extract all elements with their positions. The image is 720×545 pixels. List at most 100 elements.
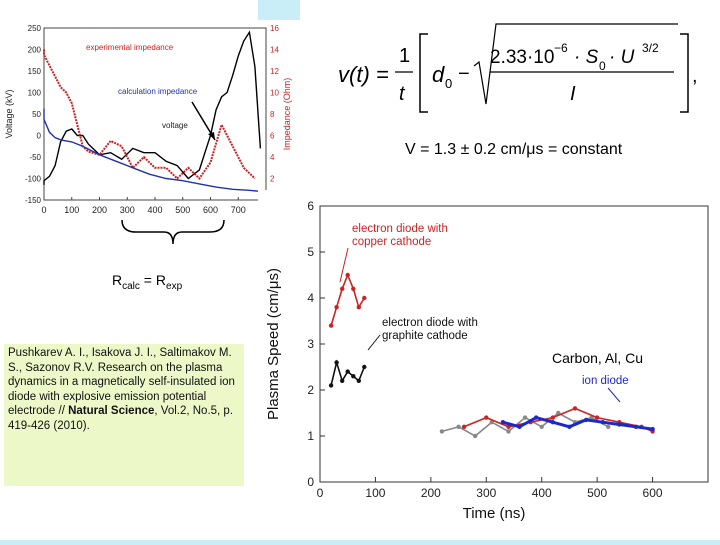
arrow-head (208, 132, 215, 140)
data-point (351, 286, 356, 291)
series-line (502, 415, 653, 431)
series-ion-diode-blue- (500, 415, 655, 432)
data-point (539, 424, 544, 429)
y2-tick-label: 10 (270, 89, 279, 98)
annotation-pointer (607, 387, 621, 403)
materials-label: Carbon, Al, Cu (552, 350, 644, 366)
data-point (334, 360, 339, 365)
chart-annotation: calculation impedance (118, 87, 198, 96)
y-tick-label: 6 (307, 199, 314, 213)
x-tick-label: 400 (532, 486, 552, 500)
x-tick-label: 100 (365, 486, 385, 500)
y-tick-label: 3 (307, 337, 314, 351)
y-tick-label: 2 (307, 383, 314, 397)
curly-brace (121, 219, 225, 245)
chart-annotation-line1: electron diode with (382, 317, 478, 329)
data-point (345, 369, 350, 374)
series-electron-diode-with-graphite-cathode (328, 359, 367, 388)
reference-text: Pushkarev A. I., Isakova J. I., Saltimak… (8, 347, 235, 418)
reference-journal: Natural Science (68, 405, 155, 418)
formula-one: 1 (399, 45, 410, 67)
y-tick-label: 1 (307, 429, 314, 443)
annotation-pointer (339, 247, 349, 283)
data-point (633, 424, 639, 429)
data-point (340, 378, 345, 383)
data-point (594, 415, 600, 420)
y-tick-label: -50 (29, 153, 41, 162)
chart-annotation: ion diode (582, 375, 629, 387)
x-tick-label: 0 (317, 486, 324, 500)
formula-s: · S (574, 47, 599, 68)
y-tick-label: -100 (25, 175, 42, 184)
y-tick-label: 50 (32, 110, 41, 119)
y-tick-label: 4 (307, 291, 314, 305)
data-point (356, 305, 361, 310)
data-point (506, 424, 511, 429)
y2-axis-label: Impedance (Ohm) (282, 78, 292, 151)
formula-i: I (570, 83, 576, 105)
data-point (340, 286, 345, 291)
y-tick-label: 250 (28, 24, 42, 33)
data-point (650, 426, 655, 432)
y2-tick-label: 12 (270, 67, 279, 76)
brace-annotation (118, 216, 228, 256)
y-tick-label: 200 (28, 46, 42, 55)
y-tick-label: 5 (307, 245, 314, 259)
formula-s-sub: 0 (599, 59, 606, 73)
formula-coef: 2.33·10 (490, 47, 554, 68)
y-tick-label: 150 (28, 67, 42, 76)
formula-u-exp: 3/2 (642, 41, 659, 55)
data-point (572, 406, 578, 411)
equals: = (139, 272, 156, 288)
formula-svg: v(t) = 1 t d 0 − 2.33·10 −6 · S 0 · U 3/… (338, 23, 698, 113)
chart-annotation-line2: copper cathode (352, 236, 431, 248)
plasma-speed-chart: 0 100 200 300 400 500 600 0 1 2 3 4 5 6 Time (ns) Plasm… (258, 190, 720, 540)
y2-tick-label: 8 (270, 110, 275, 119)
x-tick-label: 400 (147, 205, 162, 215)
series-line-calculation-impedance (43, 108, 261, 193)
y-tick-label: -150 (25, 196, 42, 205)
y2-tick-label: 16 (270, 24, 279, 33)
chart-annotation: experimental impedance (86, 43, 174, 52)
y-axis-label: Voltage (kV) (4, 89, 14, 138)
formula-exp: −6 (554, 41, 568, 55)
formula-comma: , (692, 65, 698, 87)
data-point (517, 424, 522, 429)
data-point (362, 295, 367, 301)
data-point (473, 433, 478, 439)
reference-box: Pushkarev A. I., Isakova J. I., Saltimak… (4, 344, 244, 486)
data-point (351, 374, 356, 379)
data-point (328, 323, 334, 328)
data-point (328, 383, 334, 388)
data-point (583, 417, 589, 423)
data-point (500, 420, 506, 425)
x-tick-label: 200 (92, 205, 107, 215)
data-point (461, 424, 467, 429)
velocity-constant-label: V = 1.3 ± 0.2 cm/μs = constant (405, 141, 623, 158)
formula-d-sub: 0 (445, 76, 452, 91)
y2-tick-label: 2 (270, 175, 275, 184)
right-bracket (680, 33, 689, 113)
r-exp-sub: exp (166, 280, 183, 292)
data-point (617, 422, 622, 427)
voltage-impedance-chart: 0100200300400500600700800250200150100500… (0, 20, 300, 232)
x-tick-label: 500 (175, 205, 190, 215)
sqrt-sign (473, 23, 678, 105)
y2-tick-label: 4 (270, 153, 275, 162)
annotation-pointer (367, 334, 381, 351)
data-point (334, 305, 339, 310)
series-line-voltage (43, 30, 262, 185)
x-tick-label: 500 (587, 486, 607, 500)
y-tick-label: 0 (37, 132, 42, 141)
data-point (522, 415, 528, 420)
r-calc: R (112, 272, 123, 288)
data-point (534, 415, 539, 420)
data-point (456, 424, 461, 429)
data-point (550, 420, 555, 425)
formula-lhs: v(t) = (338, 62, 389, 87)
left-bracket (419, 33, 428, 113)
formula-minus: − (458, 63, 470, 85)
formula-t: t (399, 83, 406, 105)
data-point (484, 415, 489, 420)
resistance-relation: Rcalc = Rexp (112, 272, 182, 292)
